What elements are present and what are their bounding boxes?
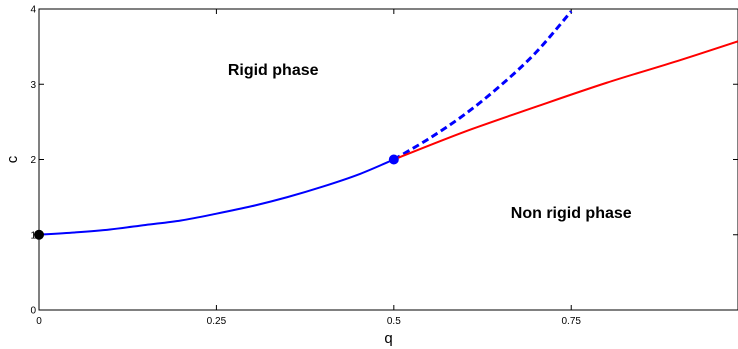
marker-point-2 [388, 154, 399, 165]
x-tick-label: 0.75 [561, 316, 581, 327]
region-label: Non rigid phase [511, 205, 632, 222]
x-axis-label: q [384, 330, 392, 347]
series-line-3 [393, 40, 738, 161]
x-tick-label: 0 [36, 316, 42, 327]
plot-area-frame [38, 8, 738, 311]
y-tick-label: 3 [30, 80, 36, 91]
y-tick-label: 1 [30, 230, 36, 241]
marker-point-1 [34, 229, 44, 240]
region-label: Rigid phase [228, 62, 319, 79]
x-tick-label: 0.25 [207, 316, 227, 327]
series-line-2 [393, 10, 573, 161]
y-tick-label: 2 [30, 155, 36, 166]
x-tick-label: 0.5 [387, 316, 401, 327]
y-tick-label: 4 [30, 5, 36, 16]
y-axis-label: c [4, 155, 21, 163]
series-line-1 [38, 158, 395, 236]
y-tick-label: 0 [30, 306, 36, 317]
